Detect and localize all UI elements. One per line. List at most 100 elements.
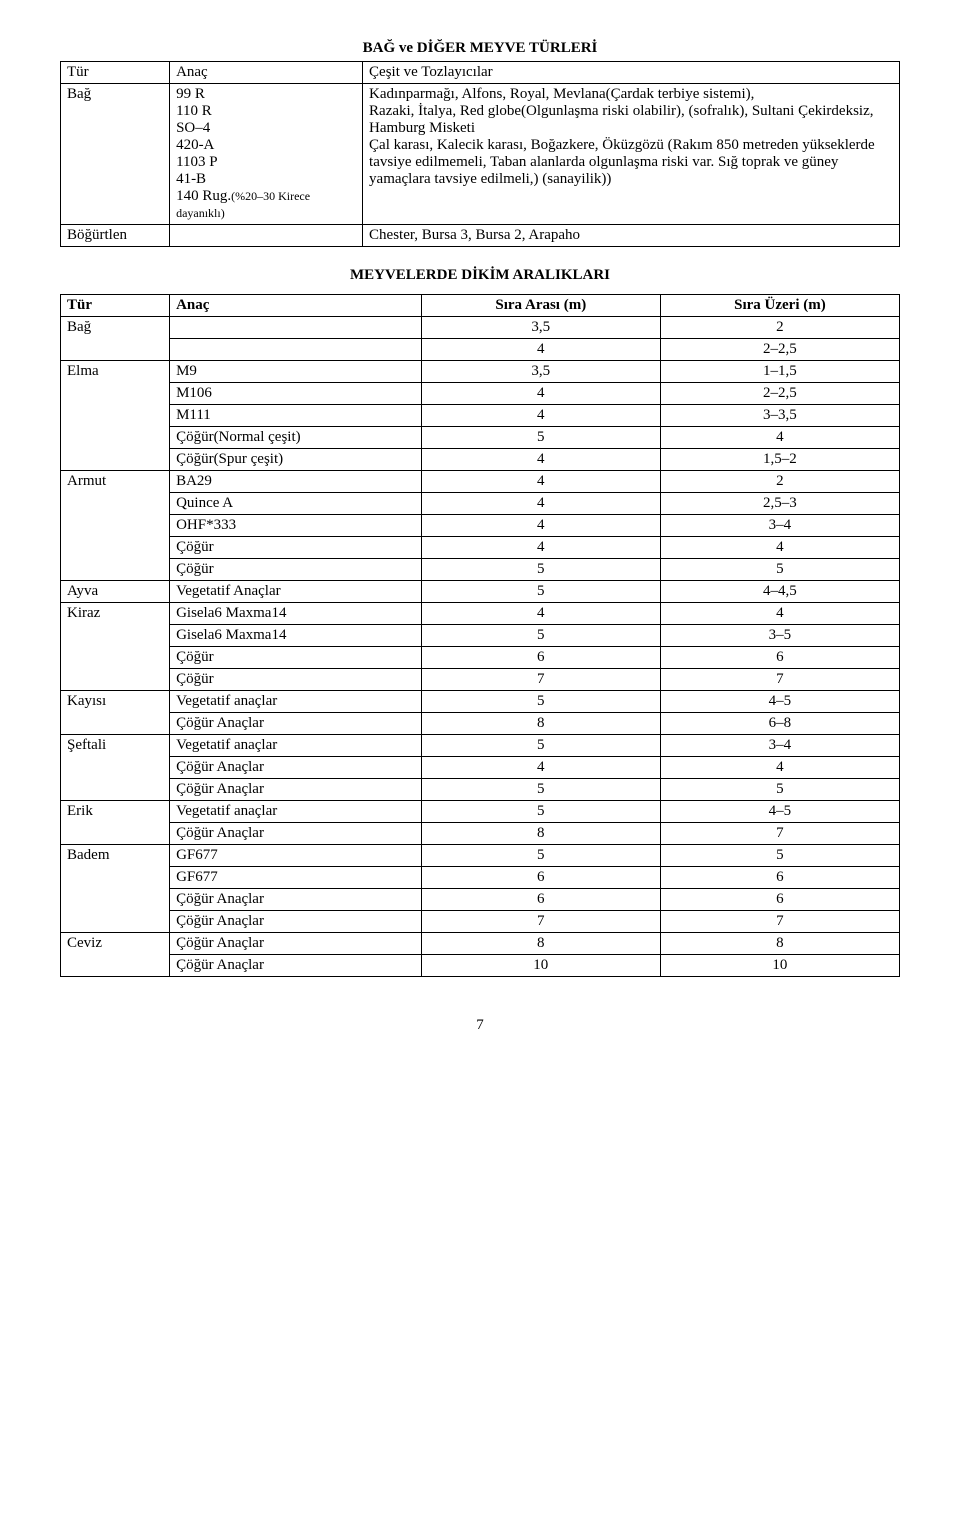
table-row: Çöğür66: [61, 647, 900, 669]
table-row: KirazGisela6 Maxma1444: [61, 603, 900, 625]
cell-anac: Çöğür Anaçlar: [170, 823, 422, 845]
cell-anac: [170, 339, 422, 361]
cell-sira-arasi: 8: [421, 933, 660, 955]
table-row: CevizÇöğür Anaçlar88: [61, 933, 900, 955]
cell-sira-arasi: 4: [421, 515, 660, 537]
table-row: Quince A42,5–3: [61, 493, 900, 515]
cell-sira-arasi: 5: [421, 625, 660, 647]
cell-sira-uzeri: 6–8: [660, 713, 899, 735]
table-row: Çöğür(Normal çeşit)54: [61, 427, 900, 449]
table-header-tur: Tür: [61, 62, 170, 84]
cell-anac: GF677: [170, 867, 422, 889]
table-row: Çöğür44: [61, 537, 900, 559]
page-title: BAĞ ve DİĞER MEYVE TÜRLERİ: [60, 40, 900, 57]
table-row: Bağ3,52: [61, 317, 900, 339]
cell-sira-uzeri: 3–5: [660, 625, 899, 647]
table-row: Tür Anaç Sıra Arası (m) Sıra Üzeri (m): [61, 295, 900, 317]
cell-tur: Kayısı: [61, 691, 170, 735]
table-row: GF67766: [61, 867, 900, 889]
table-row: ArmutBA2942: [61, 471, 900, 493]
cell-anac: M106: [170, 383, 422, 405]
table-header-cesit: Çeşit ve Tozlayıcılar: [363, 62, 900, 84]
cell-sira-uzeri: 5: [660, 559, 899, 581]
cell-sira-uzeri: 3–4: [660, 735, 899, 757]
table-row: OHF*33343–4: [61, 515, 900, 537]
cell-sira-arasi: 4: [421, 383, 660, 405]
cell-anac: Vegetatif anaçlar: [170, 735, 422, 757]
cell-sira-uzeri: 7: [660, 823, 899, 845]
table-row: Çöğür Anaçlar55: [61, 779, 900, 801]
cell-sira-arasi: 4: [421, 493, 660, 515]
cell-sira-arasi: 6: [421, 889, 660, 911]
table-row: Çöğür Anaçlar1010: [61, 955, 900, 977]
cell-sira-arasi: 7: [421, 669, 660, 691]
cell-anac: M111: [170, 405, 422, 427]
cell-sira-uzeri: 4–5: [660, 801, 899, 823]
cell-sira-uzeri: 6: [660, 647, 899, 669]
cell-sira-arasi: 10: [421, 955, 660, 977]
cell-sira-uzeri: 3–3,5: [660, 405, 899, 427]
cell-sira-arasi: 8: [421, 713, 660, 735]
cell-tur: Şeftali: [61, 735, 170, 801]
cell-sira-arasi: 5: [421, 779, 660, 801]
table-header-sira-uzeri: Sıra Üzeri (m): [660, 295, 899, 317]
cell-anac: Çöğür: [170, 647, 422, 669]
table-row: BademGF67755: [61, 845, 900, 867]
cell-sira-uzeri: 4–5: [660, 691, 899, 713]
table-row: Çöğür77: [61, 669, 900, 691]
cell-sira-arasi: 6: [421, 867, 660, 889]
cell-sira-arasi: 5: [421, 735, 660, 757]
table-row: AyvaVegetatif Anaçlar54–4,5: [61, 581, 900, 603]
cell-sira-arasi: 3,5: [421, 317, 660, 339]
table-row: Çöğür Anaçlar86–8: [61, 713, 900, 735]
table-row: KayısıVegetatif anaçlar54–5: [61, 691, 900, 713]
cell-sira-arasi: 4: [421, 471, 660, 493]
cell-tur: Elma: [61, 361, 170, 471]
cell-sira-arasi: 5: [421, 845, 660, 867]
cell-anac: Quince A: [170, 493, 422, 515]
cell-anac: Vegetatif anaçlar: [170, 691, 422, 713]
cell-anac: Çöğür Anaçlar: [170, 757, 422, 779]
cell-tur: Badem: [61, 845, 170, 933]
cell-anac: Çöğür Anaçlar: [170, 713, 422, 735]
table-header-anac: Anaç: [170, 295, 422, 317]
cell-sira-arasi: 4: [421, 603, 660, 625]
cell-sira-arasi: 5: [421, 801, 660, 823]
cell-anac: Çöğür Anaçlar: [170, 955, 422, 977]
cell-anac: BA29: [170, 471, 422, 493]
table-row: Çöğür Anaçlar44: [61, 757, 900, 779]
cell-sira-arasi: 4: [421, 449, 660, 471]
cell-sira-uzeri: 10: [660, 955, 899, 977]
table-row: M11143–3,5: [61, 405, 900, 427]
table-row: M10642–2,5: [61, 383, 900, 405]
table-row: ElmaM93,51–1,5: [61, 361, 900, 383]
cell-tur: Ayva: [61, 581, 170, 603]
table-header-tur: Tür: [61, 295, 170, 317]
cell-sira-arasi: 4: [421, 537, 660, 559]
cell-anac: M9: [170, 361, 422, 383]
cell-sira-uzeri: 4: [660, 537, 899, 559]
cell-sira-uzeri: 2: [660, 317, 899, 339]
cell-sira-uzeri: 7: [660, 911, 899, 933]
cell-anac: Çöğür Anaçlar: [170, 911, 422, 933]
table-bag-diger: Tür Anaç Çeşit ve Tozlayıcılar Bağ99 R11…: [60, 61, 900, 247]
table-row: Tür Anaç Çeşit ve Tozlayıcılar: [61, 62, 900, 84]
cell-anac: Çöğür Anaçlar: [170, 933, 422, 955]
page-number: 7: [60, 1017, 900, 1034]
table-row: Bağ99 R110 RSO–4420-A1103 P41-B140 Rug.(…: [61, 84, 900, 225]
cell-tur: Kiraz: [61, 603, 170, 691]
cell-anac: Gisela6 Maxma14: [170, 603, 422, 625]
cell-sira-uzeri: 4: [660, 757, 899, 779]
cell-sira-uzeri: 2–2,5: [660, 339, 899, 361]
cell-sira-uzeri: 2: [660, 471, 899, 493]
cell-anac: GF677: [170, 845, 422, 867]
cell-sira-arasi: 8: [421, 823, 660, 845]
cell-anac: Çöğür: [170, 559, 422, 581]
cell-anac: [170, 225, 363, 247]
cell-sira-uzeri: 6: [660, 889, 899, 911]
cell-sira-uzeri: 7: [660, 669, 899, 691]
cell-anac: Gisela6 Maxma14: [170, 625, 422, 647]
cell-sira-arasi: 6: [421, 647, 660, 669]
cell-anac: Çöğür Anaçlar: [170, 779, 422, 801]
cell-cesit: Kadınparmağı, Alfons, Royal, Mevlana(Çar…: [363, 84, 900, 225]
